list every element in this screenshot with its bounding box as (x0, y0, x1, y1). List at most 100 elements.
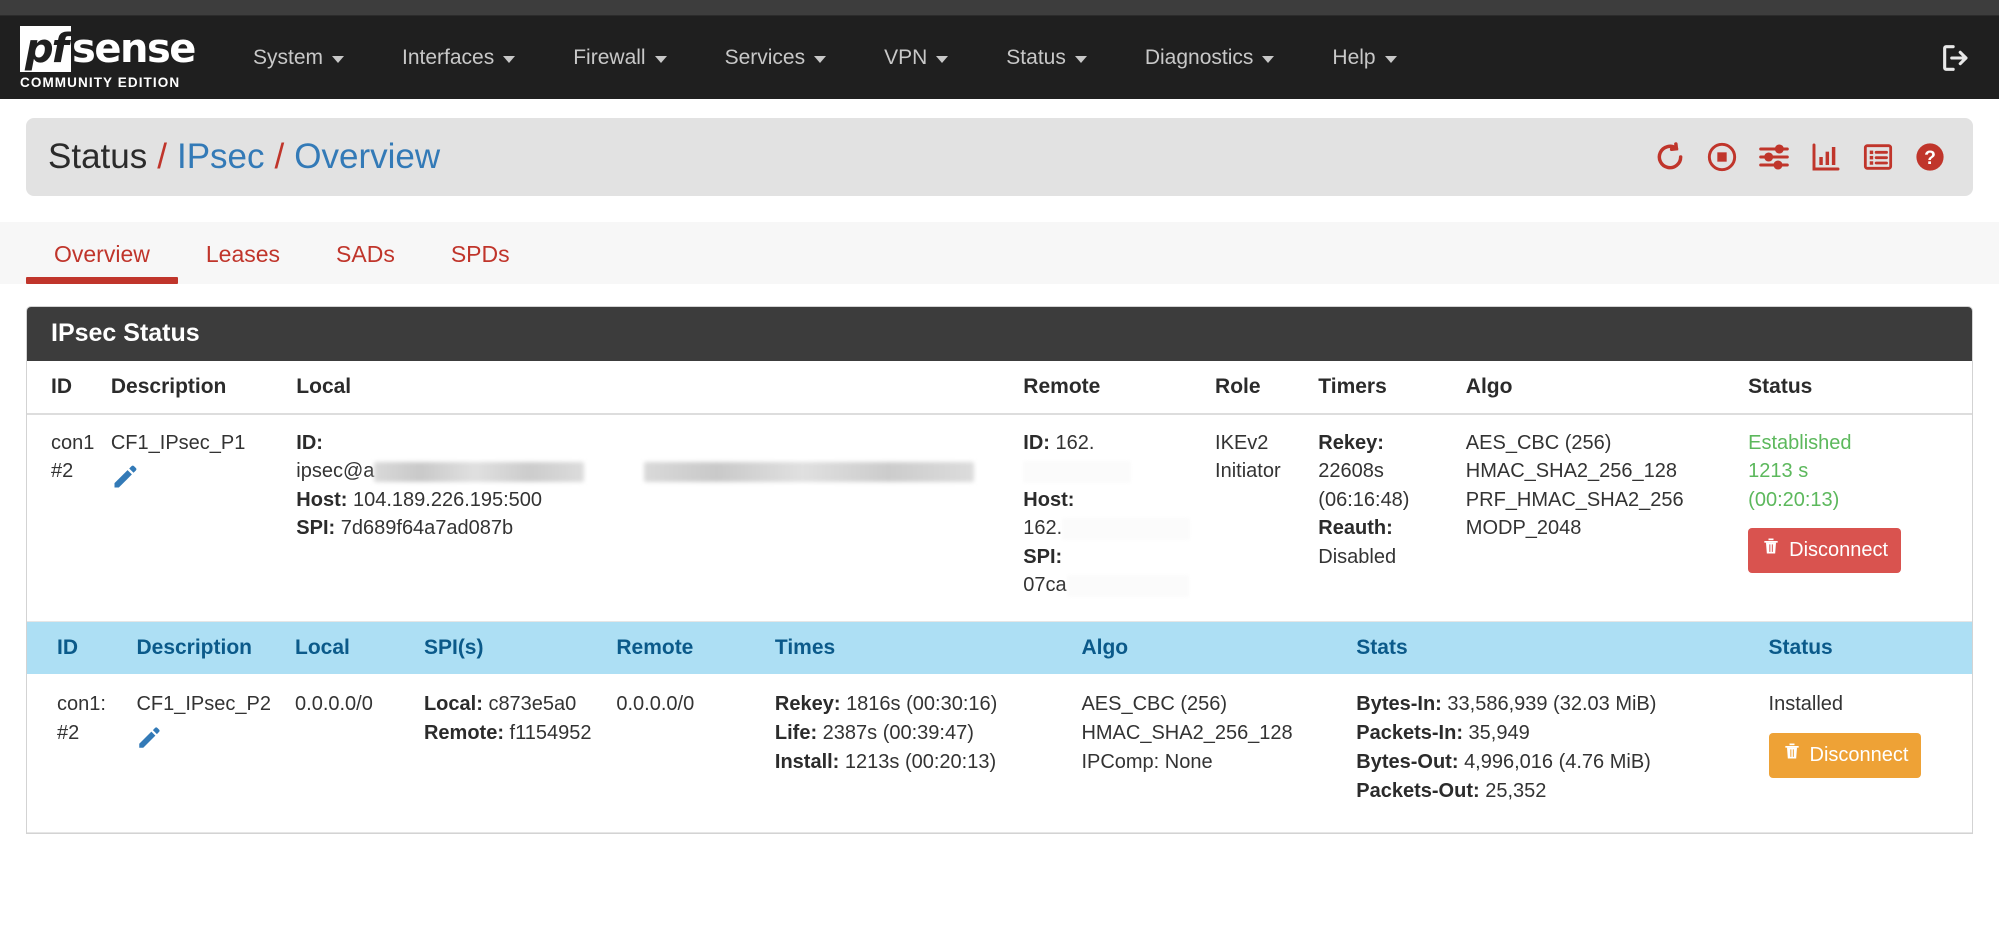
status-hms: (00:20:13) (1748, 488, 1840, 511)
p2-rekey-label: Rekey: (774, 693, 841, 716)
breadcrumb-page-overview[interactable]: Overview (294, 137, 441, 176)
remote-host-label: Host: (1023, 488, 1075, 511)
breadcrumb-root: Status (48, 137, 148, 176)
tab-label: SPDs (450, 241, 510, 267)
remote-id-value: 162. (1055, 432, 1095, 454)
p2-description: CF1_IPsec_P2 (136, 693, 271, 716)
breadcrumb-section-ipsec[interactable]: IPsec (176, 137, 265, 176)
th-p2-spis: SPI(s) (415, 622, 609, 675)
nav-item-help[interactable]: Help (1303, 16, 1425, 99)
pencil-icon[interactable] (136, 725, 162, 760)
pencil-icon[interactable] (111, 463, 139, 499)
reauth-value: Disabled (1318, 545, 1397, 568)
p2-bytes-out-line: Bytes-Out: 4,996,016 (4.76 MiB) (1356, 748, 1752, 777)
remote-host-value-line: 162. (1023, 514, 1199, 542)
ipsec-status-panel: IPsec Status ID Description Local Remote… (26, 306, 1973, 835)
p2-spi-local-label: Local: (423, 693, 483, 716)
tab-leases[interactable]: Leases (178, 241, 308, 284)
sliders-icon[interactable] (1757, 140, 1791, 174)
chevron-down-icon (503, 55, 516, 63)
cell-p2-times: Rekey: 1816s (00:30:16) Life: 2387s (00:… (766, 674, 1074, 834)
tunnel-id-line1: con1 (51, 432, 95, 454)
th-p2-description: Description (128, 622, 288, 675)
chart-icon[interactable] (1809, 140, 1843, 174)
cell-timers: Rekey: 22608s (06:16:48) Reauth: Disable… (1310, 414, 1458, 623)
redaction-bar (644, 462, 975, 483)
p2-life-line: Life: 2387s (00:39:47) (775, 719, 1066, 748)
phase2-table: ID Description Local SPI(s) Remote Times… (27, 622, 1972, 834)
nav-item-label: Status (1006, 45, 1066, 69)
p2-life-value: 2387s (00:39:47) (822, 722, 974, 745)
remote-spi-label: SPI: (1023, 545, 1063, 568)
reauth-label: Reauth: (1318, 517, 1393, 540)
brand-sense-text: sense (72, 25, 196, 72)
stop-circle-icon[interactable] (1705, 140, 1739, 174)
cell-description: CF1_IPsec_P1 (102, 414, 289, 623)
p2-install-label: Install: (774, 751, 840, 774)
role-ike-version: IKEv2 (1215, 432, 1269, 454)
th-timers: Timers (1310, 361, 1458, 415)
table-row: con1: #2 CF1_IPsec_P2 0.0.0.0/0 (27, 674, 1972, 834)
tab-spds[interactable]: SPDs (423, 241, 538, 284)
th-local: Local (288, 361, 1016, 415)
th-p2-id: ID (27, 622, 129, 675)
th-p2-remote: Remote (608, 622, 767, 675)
pfsense-logo[interactable]: pf sense COMMUNITY EDITION (20, 25, 198, 90)
breadcrumb: Status / IPsec / Overview (48, 137, 440, 177)
nav-item-interfaces[interactable]: Interfaces (373, 16, 544, 99)
p2-packets-out-value: 25,352 (1485, 780, 1547, 803)
cell-p2-algo: AES_CBC (256) HMAC_SHA2_256_128 IPComp: … (1073, 674, 1349, 834)
nav-item-diagnostics[interactable]: Diagnostics (1116, 16, 1304, 99)
nav-item-status[interactable]: Status (977, 16, 1116, 99)
local-host-value: 104.189.226.195:500 (352, 488, 543, 511)
th-p2-times: Times (766, 622, 1074, 675)
brand-edition-text: COMMUNITY EDITION (20, 74, 181, 90)
cell-p2-id: con1: #2 (27, 674, 129, 834)
p2-algo-line: AES_CBC (256) (1081, 693, 1228, 716)
tab-overview[interactable]: Overview (26, 241, 178, 284)
p2-packets-out-line: Packets-Out: 25,352 (1356, 777, 1752, 806)
rekey-value: 22608s (1318, 460, 1384, 483)
p2-status-badge: Installed (1768, 693, 1844, 716)
remote-spi-line: SPI: (1023, 543, 1199, 571)
algo-line: HMAC_SHA2_256_128 (1465, 460, 1678, 483)
window-top-strip (0, 0, 1999, 16)
cell-p2-remote: 0.0.0.0/0 (608, 674, 767, 834)
chevron-down-icon (654, 55, 667, 63)
p2-rekey-value: 1816s (00:30:16) (846, 693, 998, 716)
trash-icon (1782, 740, 1802, 771)
status-time: 1213 s (1748, 460, 1809, 483)
nav-item-vpn[interactable]: VPN (855, 16, 977, 99)
nav-item-label: VPN (884, 45, 928, 69)
nav-item-firewall[interactable]: Firewall (544, 16, 695, 99)
rekey-hms: (06:16:48) (1318, 488, 1410, 511)
nav-item-label: Interfaces (402, 45, 495, 69)
p2-disconnect-button[interactable]: Disconnect (1768, 733, 1922, 779)
logout-icon[interactable] (1939, 41, 1973, 75)
cell-status: Established 1213 s (00:20:13) Disconnect (1740, 414, 1972, 623)
disconnect-button[interactable]: Disconnect (1748, 528, 1902, 573)
local-spi-line: SPI: 7d689f64a7ad087b (296, 514, 1007, 542)
local-id-value: ipsec@a (296, 460, 375, 483)
phase2-header-row: ID Description Local SPI(s) Remote Times… (27, 622, 1972, 675)
cell-p2-stats: Bytes-In: 33,586,939 (32.03 MiB) Packets… (1348, 674, 1761, 834)
nav-item-services[interactable]: Services (696, 16, 856, 99)
role-mode: Initiator (1215, 460, 1281, 483)
tab-sads[interactable]: SADs (308, 241, 423, 284)
list-icon[interactable] (1861, 140, 1895, 174)
refresh-icon[interactable] (1653, 140, 1687, 174)
nav-menu: System Interfaces Firewall Services VPN … (224, 16, 1426, 99)
cell-p2-status: Installed Disconnect (1760, 674, 1972, 834)
phase1-table: ID Description Local Remote Role Timers … (27, 361, 1972, 623)
chevron-down-icon (814, 55, 827, 63)
p2-install-value: 1213s (00:20:13) (844, 751, 997, 774)
local-spi-value: 7d689f64a7ad087b (340, 517, 514, 540)
redaction-bar (1062, 517, 1191, 540)
p2-packets-out-label: Packets-Out: (1356, 780, 1480, 803)
nav-item-system[interactable]: System (224, 16, 373, 99)
p2-rekey-line: Rekey: 1816s (00:30:16) (775, 690, 1066, 719)
redaction-bar (374, 462, 585, 483)
p2-algo-line: HMAC_SHA2_256_128 (1081, 722, 1293, 745)
help-icon[interactable]: ? (1913, 140, 1947, 174)
p2-disconnect-button-label: Disconnect (1809, 744, 1909, 767)
